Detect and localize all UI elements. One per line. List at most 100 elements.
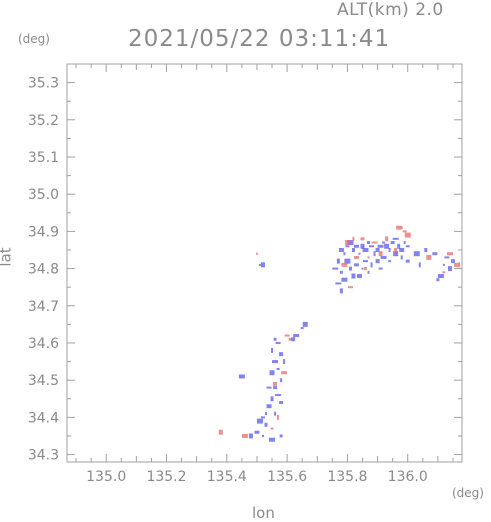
y-tick-label: 34.3	[28, 448, 59, 464]
approaching-echo	[392, 237, 399, 240]
receding-echo	[404, 232, 411, 238]
x-tick-label: 135.6	[267, 469, 307, 485]
approaching-echo	[347, 240, 354, 246]
receding-echo	[457, 262, 460, 268]
approaching-echo	[360, 243, 365, 249]
approaching-echo	[356, 274, 362, 279]
approaching-echo	[370, 262, 373, 268]
approaching-echo	[378, 267, 383, 270]
y-tick-label: 34.5	[28, 373, 59, 389]
x-tick-label: 135.0	[86, 469, 126, 485]
approaching-echo	[273, 337, 277, 341]
approaching-echo	[413, 251, 420, 257]
data-marks	[218, 225, 460, 442]
approaching-echo	[339, 288, 343, 294]
approaching-echo	[266, 404, 272, 409]
approaching-echo	[276, 368, 280, 371]
approaching-echo	[444, 256, 450, 259]
y-unit-label: (deg)	[18, 32, 50, 46]
receding-echo	[353, 255, 359, 259]
approaching-echo	[405, 259, 410, 263]
receding-echo	[367, 256, 370, 259]
y-axis-label: lat	[0, 247, 15, 267]
approaching-echo	[273, 386, 278, 390]
y-tick-label: 34.7	[28, 299, 59, 315]
receding-echo	[277, 414, 280, 420]
approaching-echo	[260, 262, 265, 268]
timestamp-label: 2021/05/22 03:11:41	[128, 26, 391, 52]
receding-echo	[378, 251, 383, 257]
approaching-echo	[270, 396, 274, 402]
approaching-echo	[271, 347, 274, 353]
approaching-echo	[384, 243, 390, 249]
approaching-echo	[367, 241, 371, 245]
approaching-echo	[437, 274, 444, 279]
approaching-echo	[363, 260, 369, 263]
receding-echo	[360, 237, 365, 241]
approaching-echo	[302, 321, 308, 327]
approaching-echo	[358, 252, 361, 255]
approaching-echo	[264, 422, 268, 427]
approaching-echo	[382, 241, 386, 244]
approaching-echo	[450, 259, 455, 264]
approaching-echo	[269, 437, 276, 442]
approaching-echo	[254, 430, 260, 434]
approaching-echo	[375, 259, 380, 264]
receding-echo	[347, 286, 353, 289]
x-axis-label: lon	[252, 504, 275, 522]
x-tick-label: 136.0	[388, 469, 428, 485]
y-tick-label: 35.2	[28, 113, 59, 129]
approaching-echo	[335, 282, 342, 285]
axis-tick-labels: 34.3 34.4 34.5 34.6 34.7 34.8 34.9 35.0 35.1 35.2…	[28, 76, 428, 485]
approaching-echo	[300, 327, 304, 330]
approaching-echo	[369, 245, 375, 248]
approaching-echo	[248, 433, 253, 439]
receding-echo	[344, 240, 350, 246]
receding-echo	[218, 429, 223, 435]
approaching-echo	[353, 263, 359, 267]
approaching-echo	[279, 434, 283, 438]
approaching-echo	[373, 251, 376, 257]
axis-ticks	[67, 63, 462, 462]
approaching-echo	[339, 270, 343, 274]
approaching-echo	[361, 267, 364, 270]
approaching-echo	[272, 360, 279, 364]
approaching-echo	[390, 241, 395, 245]
receding-echo	[396, 225, 402, 230]
receding-echo	[400, 226, 403, 230]
y-tick-label: 34.8	[28, 262, 59, 278]
receding-echo	[281, 371, 288, 375]
approaching-echo	[418, 262, 421, 268]
approaching-echo	[442, 263, 445, 266]
x-tick-label: 135.8	[327, 469, 367, 485]
approaching-echo	[261, 434, 264, 437]
receding-echo	[453, 262, 458, 267]
approaching-echo	[367, 270, 370, 274]
approaching-echo	[344, 258, 351, 264]
approaching-echo	[260, 416, 265, 419]
approaching-echo	[283, 359, 286, 365]
approaching-echo	[388, 260, 392, 263]
approaching-echo	[400, 255, 403, 260]
receding-echo	[270, 427, 274, 430]
approaching-echo	[266, 386, 272, 389]
approaching-echo	[403, 241, 406, 245]
y-tick-label: 35.1	[28, 150, 59, 166]
x-tick-label: 135.2	[146, 469, 186, 485]
approaching-echo	[293, 334, 300, 338]
approaching-echo	[397, 243, 401, 249]
receding-echo	[446, 252, 453, 256]
approaching-echo	[380, 255, 387, 259]
approaching-echo	[265, 412, 268, 416]
receding-echo	[341, 262, 348, 267]
approaching-echo	[351, 273, 356, 279]
approaching-echo	[279, 400, 284, 404]
receding-echo	[364, 267, 368, 271]
approaching-echo	[332, 267, 339, 270]
receding-echo	[394, 247, 398, 252]
y-tick-label: 34.4	[28, 410, 59, 426]
approaching-echo	[274, 411, 277, 416]
receding-echo	[385, 236, 389, 242]
approaching-echo	[338, 247, 344, 252]
